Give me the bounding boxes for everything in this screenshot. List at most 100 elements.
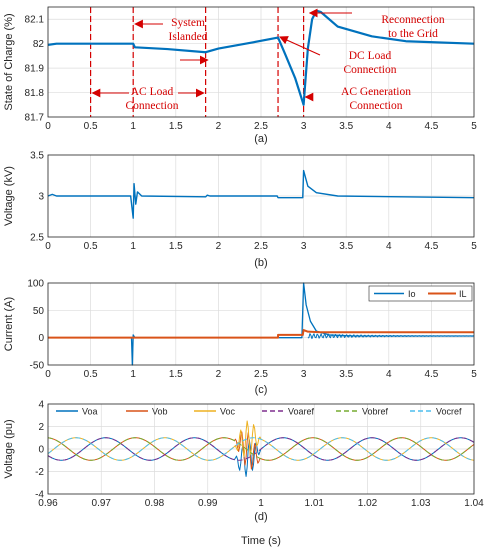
panel-a-soc-chart: 0 0.5 1 1.5 2 2.5 3 3.5 4 4.5 5 81.7 81.8 81.9 82 82.1 S… <box>3 6 477 145</box>
x-tick-label: 4.5 <box>424 121 438 132</box>
legend: Io IL <box>368 285 473 302</box>
annotation-label: Reconnection to the Grid <box>381 14 444 40</box>
y-tick-label: 81.9 <box>25 64 45 75</box>
x-tick-label: 5 <box>471 369 477 380</box>
x-tick-label: 0.97 <box>92 498 112 509</box>
x-tick-label: 5 <box>471 121 477 132</box>
x-tick-label: 2 <box>216 369 222 380</box>
soc-series-line <box>47 9 475 106</box>
legend-label-io: Io <box>408 289 416 299</box>
legend-label: Voa <box>82 407 98 417</box>
x-tick-label: 1.02 <box>358 498 378 509</box>
x-tick-label: 1.5 <box>169 121 183 132</box>
x-tick-label: 1.03 <box>411 498 431 509</box>
x-tick-label: 2.5 <box>254 241 268 252</box>
x-tick-label: 4.5 <box>424 241 438 252</box>
x-tick-label: 0.98 <box>145 498 165 509</box>
legend-label: Voaref <box>288 407 315 417</box>
y-tick-label: 50 <box>33 306 45 317</box>
legend-label: Voc <box>220 407 236 417</box>
x-tick-label: 0.5 <box>84 121 98 132</box>
x-tick-label: 0.96 <box>38 498 58 509</box>
x-tick-label: 5 <box>471 241 477 252</box>
x-tick-label: 1 <box>130 241 136 252</box>
legend-label: Vobref <box>362 407 389 417</box>
legend-label: Vocref <box>436 407 462 417</box>
annotation-label: DC Load Connection <box>343 50 396 76</box>
legend-box <box>368 285 473 302</box>
legend-label: Vob <box>152 407 168 417</box>
x-tick-label: 0.5 <box>84 369 98 380</box>
annotation-label: System Islanded <box>169 17 208 43</box>
x-tick-label: 1 <box>130 121 136 132</box>
x-tick-label: 4.5 <box>424 369 438 380</box>
plot-frame <box>47 6 475 118</box>
panel-sublabel: (b) <box>254 257 267 269</box>
x-tick-label: 3.5 <box>339 121 353 132</box>
y-axis-label: State of Charge (%) <box>3 13 15 110</box>
legend: Voa Vob Voc Voaref Vobref Vocref <box>56 407 462 417</box>
panel-b-voltage-chart: 0 0.5 1 1.5 2 2.5 3 3.5 4 4.5 5 2.5 3 3.5 Voltage (kV)… <box>3 151 477 270</box>
annotation-label: AC Load Connection <box>125 86 178 112</box>
y-tick-label: 82.1 <box>25 15 45 26</box>
plot-frame <box>47 403 475 495</box>
phase-series-line <box>47 437 475 461</box>
annotation-arrow <box>279 36 321 56</box>
y-tick-label: 82 <box>33 39 45 50</box>
y-tick-label: -50 <box>30 361 45 372</box>
x-tick-label: 3 <box>301 121 307 132</box>
x-tick-label: 1.5 <box>169 369 183 380</box>
x-tick-label: 1.5 <box>169 241 183 252</box>
x-tick-label: 4 <box>386 121 392 132</box>
x-tick-label: 0 <box>45 241 51 252</box>
x-tick-label: 2 <box>216 241 222 252</box>
x-tick-label: 3 <box>301 241 307 252</box>
y-tick-label: 3.5 <box>30 151 44 162</box>
x-tick-label: 0 <box>45 121 51 132</box>
y-tick-label: 3 <box>38 192 44 203</box>
y-tick-label: 2 <box>38 422 44 433</box>
y-tick-label: 81.7 <box>25 113 45 124</box>
x-tick-label: 3 <box>301 369 307 380</box>
x-tick-label: 3.5 <box>339 369 353 380</box>
y-tick-label: 0 <box>38 333 44 344</box>
y-axis-label: Voltage (pu) <box>3 419 15 478</box>
panel-sublabel: (d) <box>254 511 267 523</box>
phase-series-line <box>47 437 475 461</box>
plot-frame <box>47 154 475 238</box>
x-tick-label: 0.99 <box>198 498 218 509</box>
y-tick-label: 100 <box>27 279 44 290</box>
x-tick-label: 4 <box>386 241 392 252</box>
x-tick-label: 1 <box>258 498 264 509</box>
x-tick-label: 1.01 <box>305 498 325 509</box>
y-tick-label: 81.8 <box>25 88 45 99</box>
panel-sublabel: (c) <box>255 384 268 396</box>
y-tick-label: 0 <box>38 445 44 456</box>
panel-d-phase-voltage-chart: 0.96 0.97 0.98 0.99 1 1.01 1.02 1.03 1.04 -4 -2 0 2 4… <box>3 400 484 548</box>
y-tick-label: -4 <box>35 490 44 501</box>
legend-label-il: IL <box>459 289 467 299</box>
io-ripple-band <box>307 333 474 340</box>
x-tick-label: 2.5 <box>254 369 268 380</box>
panel-sublabel: (a) <box>254 133 267 145</box>
phase-series-line <box>47 437 475 461</box>
x-tick-label: 0 <box>45 369 51 380</box>
x-tick-label: 2.5 <box>254 121 268 132</box>
x-tick-label: 1.04 <box>464 498 484 509</box>
il-series-line <box>48 329 474 339</box>
x-axis-label: Time (s) <box>241 535 281 547</box>
y-tick-label: 4 <box>38 400 44 411</box>
x-tick-label: 2 <box>216 121 222 132</box>
y-axis-label: Current (A) <box>3 297 15 351</box>
x-tick-label: 1 <box>130 369 136 380</box>
y-axis-label: Voltage (kV) <box>3 166 15 226</box>
voltage-series-line <box>47 169 475 219</box>
x-tick-label: 4 <box>386 369 392 380</box>
x-tick-label: 3.5 <box>339 241 353 252</box>
y-tick-label: -2 <box>35 467 44 478</box>
plot-frame <box>47 282 475 366</box>
annotation-label: AC Generation Connection <box>341 86 411 112</box>
x-tick-label: 0.5 <box>84 241 98 252</box>
